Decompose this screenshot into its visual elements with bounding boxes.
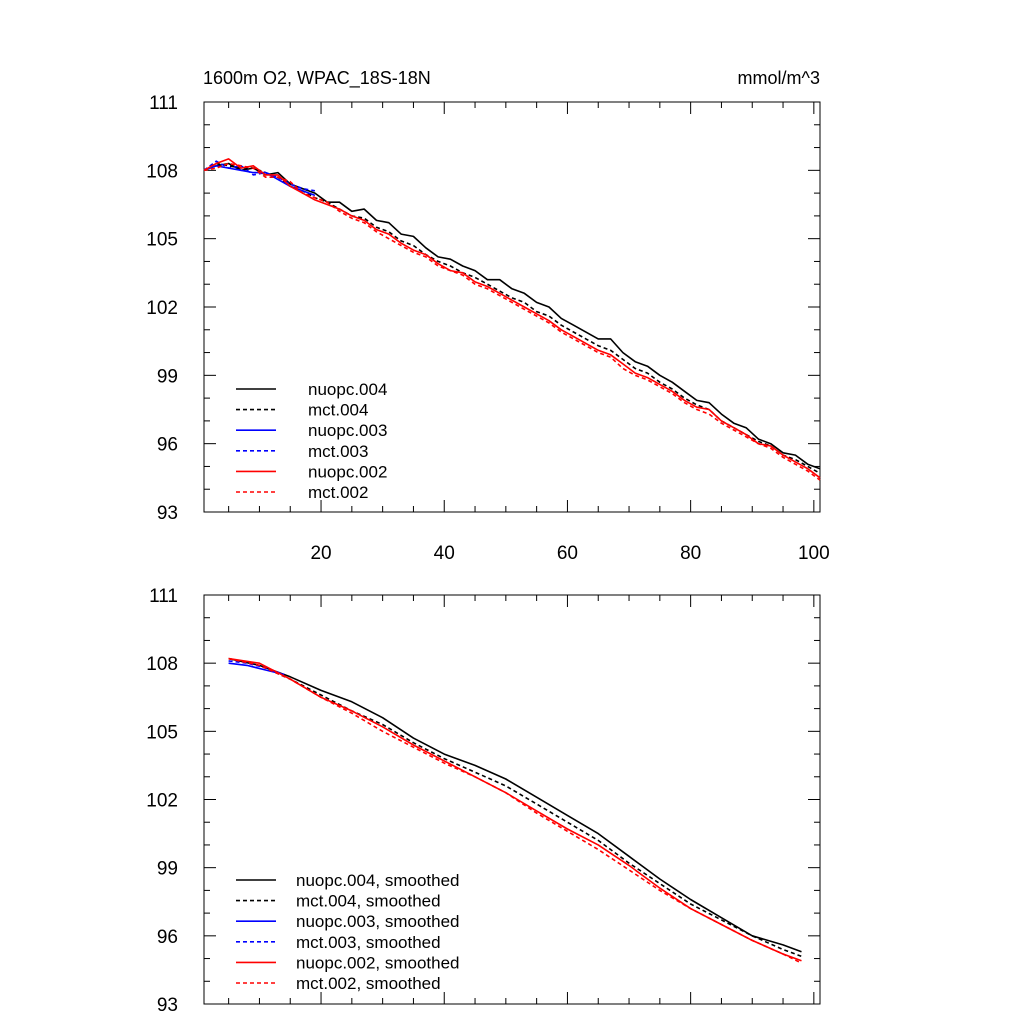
legend-label: nuopc.002, smoothed: [296, 953, 460, 972]
series-line: [228, 662, 285, 676]
legend-label: mct.004, smoothed: [296, 892, 441, 911]
x-tick-label: 100: [798, 543, 830, 564]
y-tick-label: 102: [146, 298, 178, 319]
legend-label: nuopc.002: [308, 462, 387, 481]
legend-label: mct.003, smoothed: [296, 933, 441, 952]
x-tick-label: 80: [680, 543, 701, 564]
series-line: [228, 657, 802, 953]
y-tick-label: 93: [157, 503, 178, 524]
legend-label: mct.002, smoothed: [296, 974, 441, 993]
series-line: [203, 162, 821, 470]
series-line: [203, 160, 316, 192]
legend-label: mct.004: [308, 401, 368, 420]
x-tick-label: 60: [557, 543, 578, 564]
y-tick-label: 99: [157, 859, 178, 880]
y-tick-label: 105: [146, 230, 178, 251]
y-tick-label: 93: [157, 995, 178, 1016]
legend-label: nuopc.004: [308, 380, 387, 399]
units-label: mmol/m^3: [738, 68, 820, 88]
bottom-plot: 93 96 99 102 105 108 111 nuopc.004, smoothed mct…: [146, 586, 821, 1016]
legend-label: nuopc.003: [308, 421, 387, 440]
plot-frame: [203, 101, 821, 513]
series-line: [228, 657, 802, 964]
legend-label: nuopc.003, smoothed: [296, 912, 460, 931]
legend-label: nuopc.004, smoothed: [296, 871, 460, 890]
series-line: [203, 162, 821, 481]
y-tick-label: 96: [157, 927, 178, 948]
top-plot: 93 96 99 102 105 108 111 20 40 60 80 100 nuopc.004 mc…: [146, 93, 829, 564]
x-tick-label: 40: [434, 543, 455, 564]
y-tick-label: 111: [149, 586, 178, 607]
legend-label: mct.003: [308, 442, 368, 461]
y-tick-label: 108: [146, 654, 178, 675]
legend-label: mct.002: [308, 483, 368, 502]
x-tick-label: 20: [310, 543, 331, 564]
series-line: [203, 158, 821, 479]
y-tick-label: 96: [157, 435, 178, 456]
y-tick-label: 108: [146, 161, 178, 182]
y-tick-label: 99: [157, 366, 178, 387]
chart-title: 1600m O2, WPAC_18S-18N: [203, 68, 431, 89]
y-tick-label: 111: [149, 93, 178, 114]
y-tick-label: 102: [146, 791, 178, 812]
series-line: [228, 657, 802, 958]
y-tick-label: 105: [146, 722, 178, 743]
